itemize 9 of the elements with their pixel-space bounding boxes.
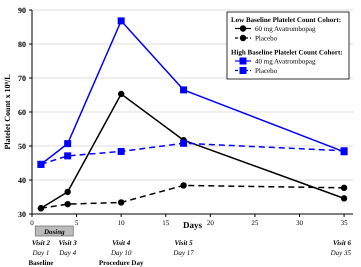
y-axis-title: Platelet Count x 10⁹/L: [3, 74, 12, 150]
x-axis-title: Days: [182, 220, 202, 230]
y-tick-label: 40: [18, 176, 26, 185]
y-tick-label: 70: [18, 74, 26, 83]
y-tick-label: 50: [18, 142, 26, 151]
y-tick-label: 90: [18, 6, 26, 15]
y-tick-label: 30: [18, 210, 26, 219]
y-tick-label: 80: [18, 40, 26, 49]
y-tick-label: 60: [18, 108, 26, 117]
